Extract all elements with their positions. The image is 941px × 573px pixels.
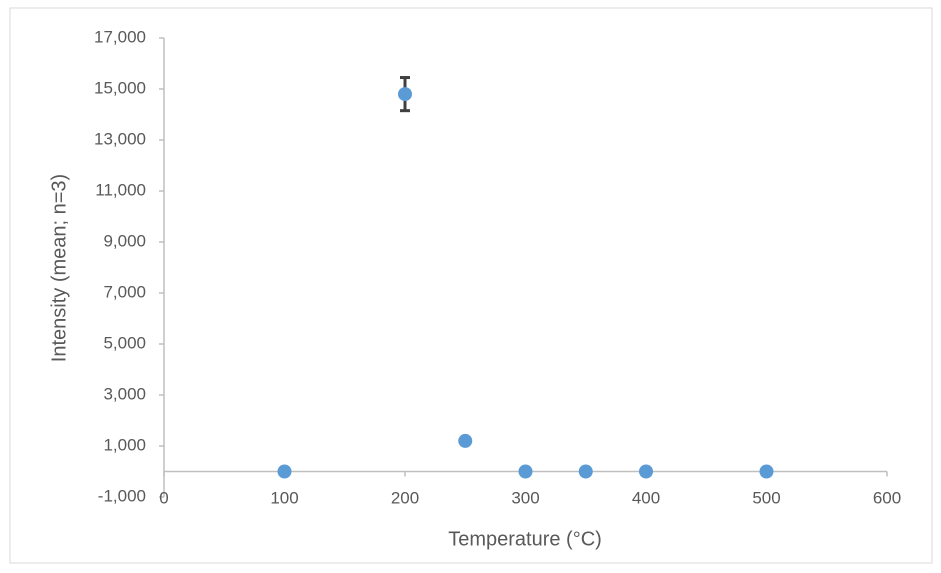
chart-frame [9,7,933,564]
y-tick-label: 1,000 [103,435,146,454]
point [277,464,292,479]
point [759,464,774,479]
point [639,464,653,479]
y-tick-label: 13,000 [94,129,146,148]
y-axis-title: Intensity (mean; n=3) [48,174,70,362]
y-tick-label: 17,000 [94,27,146,46]
point [458,433,473,448]
y-tick-label: 3,000 [103,384,146,403]
x-tick-label: 200 [391,488,419,507]
y-tick-label: 7,000 [103,282,146,301]
point [398,87,412,102]
x-tick-label: 500 [752,488,780,507]
point [578,464,593,479]
x-axis-title: Temperature (°C) [448,528,602,550]
y-tick-label: 5,000 [103,333,146,352]
point [518,464,533,479]
x-tick-label: 300 [511,488,539,507]
y-tick-label: 9,000 [103,231,146,250]
y-tick-label: 11,000 [95,180,146,199]
y-tick-label: -1,000 [98,486,146,505]
x-tick-label: 400 [632,488,660,507]
x-tick-label: 100 [270,488,298,507]
x-tick-label: 600 [873,488,901,507]
y-tick-label: 15,000 [94,78,146,97]
x-tick-label: 0 [159,488,168,507]
